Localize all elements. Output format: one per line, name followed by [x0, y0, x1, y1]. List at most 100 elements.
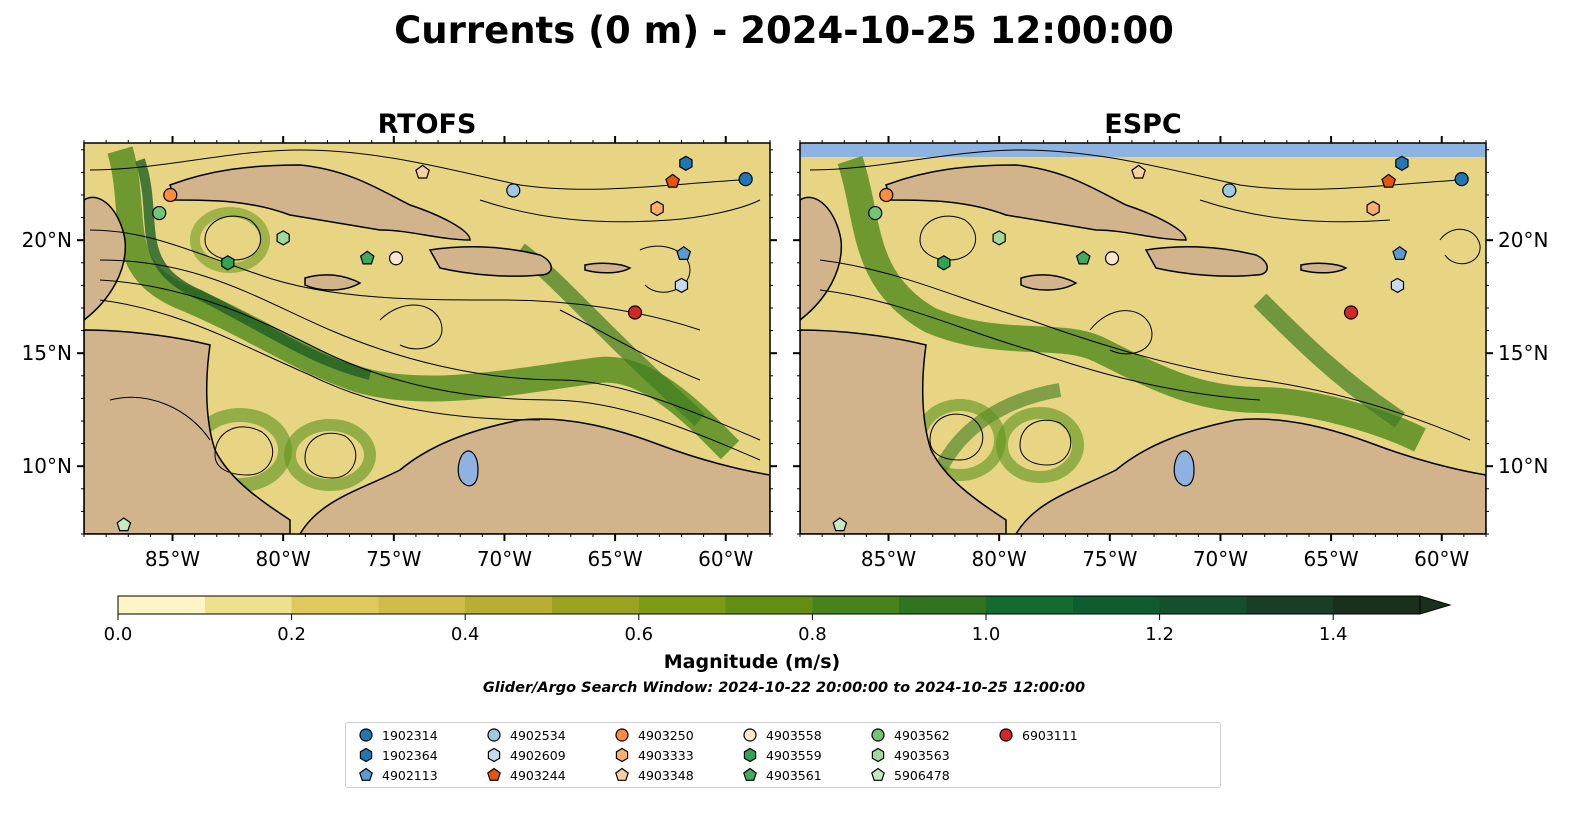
south-america — [1015, 418, 1486, 534]
circle-marker-icon — [615, 728, 629, 742]
legend-label: 5906478 — [894, 767, 950, 783]
legend-marker — [871, 728, 885, 742]
lat-tick-label: 10°N — [22, 454, 72, 478]
streamlines — [809, 149, 1481, 466]
lon-tick-label: 80°W — [972, 547, 1027, 571]
float-marker-5906478 — [116, 517, 132, 532]
float-marker-4902113 — [1392, 245, 1408, 260]
map-frame-espc — [799, 142, 1487, 535]
hexagon-marker-icon — [615, 747, 629, 763]
axes: 85°W 80°W 75°W 70°W 65°W 60°W 20°N 15°N 10°N 85°W… — [22, 136, 1548, 571]
circle-marker-icon — [359, 728, 373, 742]
legend-item: 4902609 — [486, 747, 566, 763]
legend-marker — [487, 747, 501, 763]
lon-tick-label: 80°W — [256, 547, 311, 571]
hexagon-marker-icon — [743, 747, 757, 763]
eddy — [284, 419, 376, 491]
pentagon-marker-icon — [871, 767, 885, 781]
current-band — [837, 155, 1426, 452]
legend-marker — [615, 728, 629, 742]
map-panel-rtofs — [84, 143, 770, 534]
legend-marker — [743, 728, 757, 742]
legend-marker — [871, 747, 885, 763]
hexagon-marker-icon — [487, 747, 501, 763]
central-america — [84, 329, 291, 534]
lon-tick-label: 85°W — [145, 547, 200, 571]
float-marker-4903558 — [388, 251, 404, 266]
colorbar-tick-label: 1.4 — [1319, 624, 1348, 645]
lon-tick-label: 65°W — [1303, 547, 1358, 571]
legend-label: 1902364 — [382, 747, 438, 763]
lake-maracaibo — [457, 450, 479, 487]
colorbar-tick-label: 0.4 — [451, 624, 480, 645]
float-marker-4903244 — [665, 173, 681, 188]
jamaica — [304, 274, 362, 291]
float-marker-4903250 — [879, 187, 894, 203]
pentagon-marker-icon — [615, 767, 629, 781]
legend-item: 5906478 — [870, 767, 950, 783]
legend-marker — [615, 767, 629, 781]
float-marker-5906478 — [832, 517, 848, 532]
legend-item: 4903244 — [486, 767, 566, 783]
legend-label: 4902534 — [510, 727, 566, 743]
map-frame-rtofs — [83, 142, 771, 535]
legend-label: 4903250 — [638, 727, 694, 743]
lat-tick-label: 20°N — [22, 228, 72, 252]
legend-item: 4902113 — [358, 767, 438, 783]
legend-item: 4903561 — [742, 767, 822, 783]
float-marker-4903563 — [992, 230, 1006, 246]
figure-title: Currents (0 m) - 2024-10-25 12:00:00 — [394, 9, 1174, 52]
cuba — [885, 164, 1187, 241]
legend-marker — [487, 767, 501, 781]
legend-item: 6903111 — [998, 727, 1078, 743]
float-marker-4903559 — [221, 255, 235, 271]
legend-item: 4903348 — [614, 767, 694, 783]
lon-tick-label: 65°W — [587, 547, 642, 571]
lon-tick-label: 60°W — [698, 547, 753, 571]
lon-tick-label: 75°W — [366, 547, 421, 571]
float-marker-4903244 — [1381, 173, 1397, 188]
legend-label: 4903563 — [894, 747, 950, 763]
circle-marker-icon — [487, 728, 501, 742]
lat-tick-label: 20°N — [1498, 228, 1548, 252]
cuba — [169, 164, 471, 241]
circle-marker-icon — [743, 728, 757, 742]
current-core — [135, 158, 372, 380]
legend-item: 4903558 — [742, 727, 822, 743]
lat-tick-label: 15°N — [22, 341, 72, 365]
hexagon-marker-icon — [871, 747, 885, 763]
legend-marker — [871, 767, 885, 781]
lat-tick-label: 10°N — [1498, 454, 1548, 478]
puerto-rico — [1300, 262, 1348, 274]
yucatan — [800, 196, 843, 321]
colorbar-extension — [1419, 595, 1452, 615]
legend-label: 4903559 — [766, 747, 822, 763]
puerto-rico — [584, 262, 632, 274]
streamlines — [89, 149, 761, 479]
float-marker-4902609 — [1390, 277, 1405, 294]
eddy — [996, 407, 1084, 483]
float-marker-4902534 — [1222, 183, 1237, 198]
legend-marker — [359, 728, 373, 742]
lon-tick-label: 85°W — [861, 547, 916, 571]
legend-marker — [743, 767, 757, 781]
legend-label: 6903111 — [1022, 727, 1078, 743]
colorbar-tick-label: 1.0 — [972, 624, 1001, 645]
legend-label: 1902314 — [382, 727, 438, 743]
legend-label: 4903244 — [510, 767, 566, 783]
legend-marker — [615, 747, 629, 763]
colorbar — [117, 595, 1421, 615]
float-marker-4903333 — [1366, 200, 1380, 217]
float-marker-1902364 — [679, 155, 693, 171]
lake-maracaibo — [1173, 450, 1195, 487]
current-band — [107, 146, 740, 460]
legend-item: 4903562 — [870, 727, 950, 743]
float-markers — [116, 155, 1469, 532]
colorbar-label: Magnitude (m/s) — [664, 651, 841, 673]
hexagon-marker-icon — [359, 747, 373, 763]
legend-item: 4903563 — [870, 747, 950, 763]
legend-item: 4903559 — [742, 747, 822, 763]
legend-marker — [999, 728, 1013, 742]
hispaniola — [1144, 246, 1268, 277]
